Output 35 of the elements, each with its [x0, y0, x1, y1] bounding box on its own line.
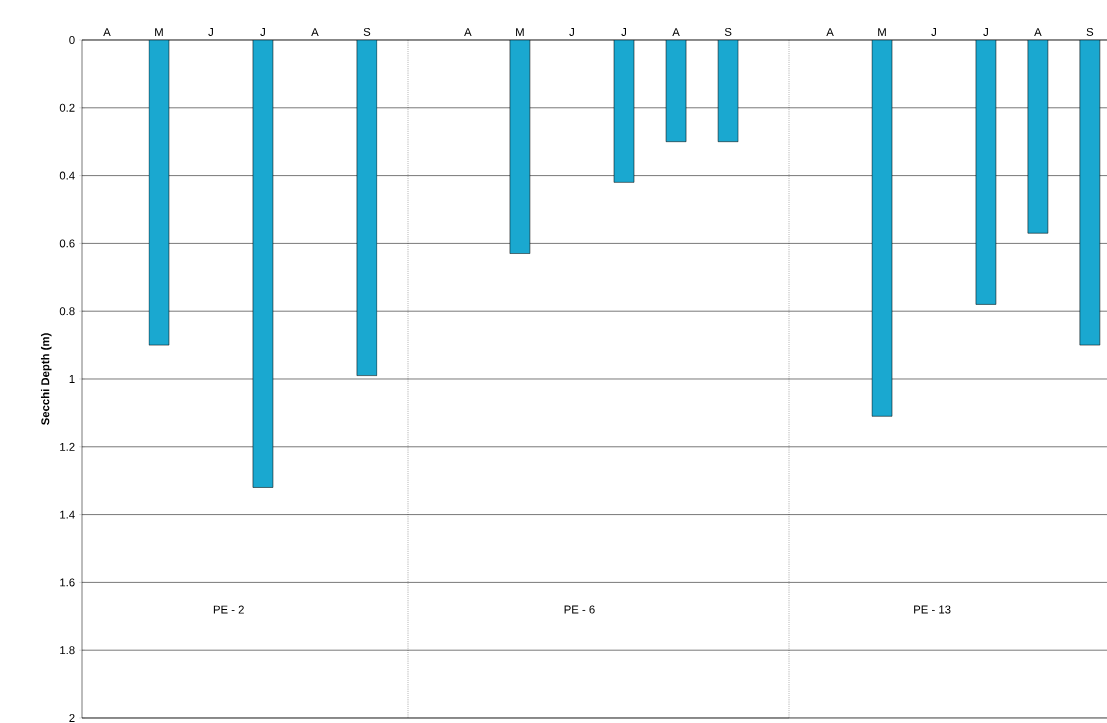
y-tick-label: 0.4 [59, 171, 75, 180]
x-tick-label: J [208, 28, 213, 36]
bar [975, 39, 997, 305]
y-tick-label: 1.4 [60, 510, 75, 519]
x-tick-label: J [621, 28, 627, 36]
y-axis-title: Secchi Depth (m) [40, 333, 52, 425]
x-tick-label: S [1086, 27, 1094, 36]
x-tick-label: M [155, 28, 163, 36]
annotation: PE - 13 [914, 605, 951, 614]
y-tick-label: 0.2 [59, 103, 75, 112]
x-tick-label: S [363, 27, 371, 36]
x-tick-label: M [878, 28, 886, 36]
x-tick-label: A [103, 28, 111, 36]
x-tick-label: A [1034, 28, 1042, 36]
y-tick-label: 1 [69, 375, 75, 383]
y-tick-label: 1.8 [60, 646, 75, 655]
x-tick-label: S [724, 27, 732, 36]
y-tick-label: 1.2 [60, 442, 75, 451]
x-tick-label: A [672, 28, 680, 36]
x-tick-label: A [464, 28, 472, 36]
bar [871, 39, 893, 417]
y-tick-label: 0.6 [59, 239, 75, 248]
annotation: PE - 2 [213, 605, 244, 614]
x-tick-label: J [931, 28, 936, 36]
x-tick-label: J [260, 28, 265, 36]
x-tick-label: J [569, 28, 574, 36]
x-tick-label: M [516, 28, 524, 36]
annotation: PE - 6 [564, 605, 595, 614]
x-tick-label: A [311, 28, 319, 36]
y-tick-label: 2 [69, 714, 75, 722]
y-tick-label: 0.8 [59, 307, 75, 316]
y-tick-label: 1.6 [60, 578, 75, 587]
x-tick-label: J [983, 28, 988, 36]
x-tick-label: A [826, 28, 834, 36]
y-tick-label: 0 [69, 35, 75, 44]
